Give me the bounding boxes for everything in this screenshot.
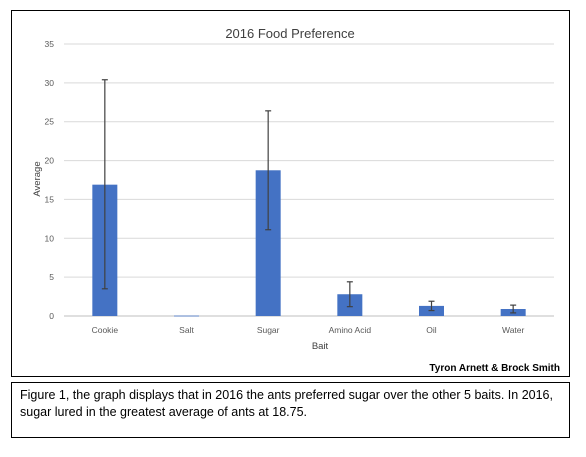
chart-title: 2016 Food Preference [225, 26, 354, 41]
x-tick-label: Salt [179, 325, 194, 335]
x-tick-label: Amino Acid [329, 325, 372, 335]
chart-frame: 2016 Food Preference 0 5 10 15 20 25 30 35 Cook… [11, 10, 570, 377]
y-tick-label: 5 [49, 272, 54, 282]
caption-text: Figure 1, the graph displays that in 201… [20, 388, 553, 419]
x-axis-label: Bait [312, 341, 329, 352]
bar [174, 315, 199, 317]
y-tick-label: 25 [45, 117, 55, 127]
credit-text: Tyron Arnett & Brock Smith [429, 363, 560, 374]
x-tick-label: Cookie [92, 325, 119, 335]
x-tick-label: Water [502, 325, 525, 335]
y-tick-label: 20 [45, 156, 55, 166]
y-tick-label: 0 [49, 311, 54, 321]
y-axis-label: Average [32, 161, 43, 196]
y-tick-label: 10 [45, 233, 55, 243]
bar-chart: 2016 Food Preference 0 5 10 15 20 25 30 35 Cook… [32, 26, 560, 374]
y-tick-label: 30 [45, 78, 55, 88]
x-tick-label: Sugar [257, 325, 280, 335]
figure-caption: Figure 1, the graph displays that in 201… [11, 382, 570, 438]
x-tick-label: Oil [426, 325, 437, 335]
y-tick-label: 15 [45, 194, 55, 204]
y-tick-label: 35 [45, 39, 55, 49]
